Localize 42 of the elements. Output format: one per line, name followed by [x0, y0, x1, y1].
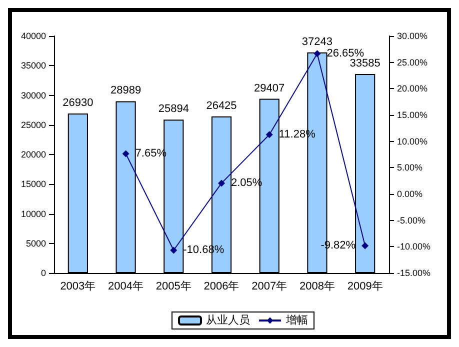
y2-tick-label: 15.00% — [397, 110, 428, 120]
y2-tick-label: 10.00% — [397, 136, 428, 146]
data-label: 26930 — [62, 96, 94, 109]
y2-tick-label: 25.00% — [397, 57, 428, 68]
y-tick-label: 10000 — [20, 208, 46, 219]
point — [362, 242, 369, 250]
legend-label: 增幅 — [285, 314, 308, 326]
y-tick-label: 35000 — [20, 60, 46, 71]
y2-tick-label: 20.00% — [397, 84, 428, 94]
y-tick-label: 15000 — [20, 179, 46, 190]
data-label: 25894 — [158, 103, 189, 116]
data-label: 37243 — [302, 36, 333, 48]
y2-tick-label: -10.00% — [397, 242, 431, 252]
point — [122, 150, 130, 158]
y2-tick-label: 5.00% — [397, 162, 423, 173]
data-label: 26.65% — [326, 48, 364, 60]
y-tick-label: 30000 — [20, 90, 46, 100]
data-label: 26425 — [206, 100, 237, 112]
y2-tick-label: -15.00% — [397, 268, 431, 278]
point — [314, 50, 321, 58]
y-tick-label: 0 — [40, 268, 46, 278]
data-label: 29407 — [254, 82, 285, 94]
point — [218, 180, 225, 187]
data-label: 33585 — [350, 58, 380, 70]
y2-tick-label: 0.00% — [397, 189, 423, 199]
x-tick-label: 2005年 — [156, 280, 192, 292]
point — [170, 246, 178, 254]
x-tick-label: 2007年 — [252, 280, 288, 292]
x-tick-label: 2003年 — [60, 280, 96, 292]
y2-tick-label: -5.00% — [397, 215, 426, 226]
legend-label: 从业人员 — [206, 314, 250, 326]
x-tick-label: 2008年 — [299, 280, 335, 292]
y-tick-label: 25000 — [20, 120, 46, 130]
x-tick-label: 2004年 — [108, 280, 144, 292]
y2-tick-label: 30.00% — [397, 31, 428, 41]
point — [266, 131, 273, 138]
data-label: 28989 — [110, 84, 142, 97]
x-tick-label: 2006年 — [204, 280, 240, 292]
y-tick-label: 5000 — [26, 238, 46, 248]
y-tick-label: 20000 — [20, 150, 46, 160]
x-tick-label: 2009年 — [347, 280, 383, 292]
y-tick-label: 40000 — [20, 31, 46, 41]
